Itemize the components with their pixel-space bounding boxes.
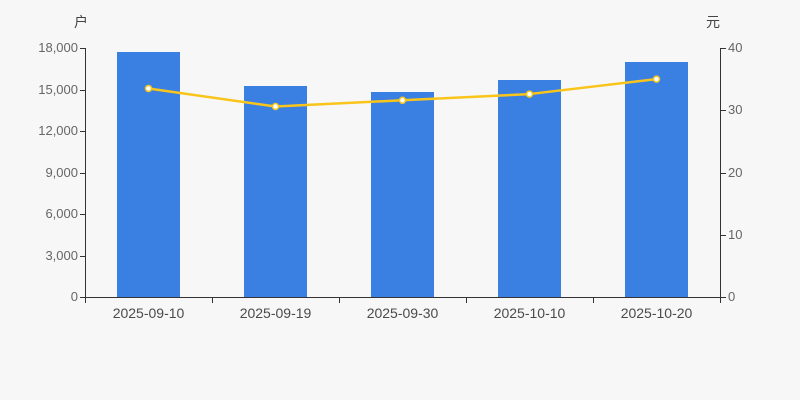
x-axis-category-label: 2025-10-20 (620, 305, 693, 321)
left-axis-tick-label: 12,000 (38, 123, 78, 138)
left-axis-tick-label: 0 (70, 289, 78, 304)
x-axis-category-label: 2025-09-10 (112, 305, 185, 321)
right-axis-tick-mark (721, 48, 726, 49)
right-axis-tick-mark (721, 234, 726, 236)
left-axis-tick-mark (80, 89, 85, 91)
left-axis-tick-label: 3,000 (45, 247, 78, 263)
line-point-2025-09-30 (398, 96, 407, 105)
x-axis-tick-mark (720, 298, 721, 303)
left-axis-tick-label: 9,000 (45, 164, 78, 180)
left-axis-tick-mark (80, 214, 85, 215)
line-point-2025-09-10 (144, 84, 153, 93)
right-axis-tick-label: 30 (728, 102, 743, 118)
left-axis-tick-mark (80, 131, 85, 132)
x-axis-tick-mark (593, 298, 594, 303)
right-axis-tick-mark (721, 297, 726, 298)
left-axis-tick-label: 18,000 (38, 40, 78, 55)
right-axis-tick-label: 40 (728, 40, 743, 55)
left-axis-tick-mark (80, 255, 85, 257)
bar-2025-10-10 (498, 79, 561, 297)
right-axis-tick-label: 20 (728, 164, 743, 180)
x-axis-tick-mark (85, 298, 86, 303)
x-axis-category-label: 2025-09-19 (239, 305, 312, 321)
left-axis-tick-mark (80, 48, 85, 49)
right-axis-line (720, 48, 721, 297)
right-axis-tick-mark (721, 172, 726, 174)
right-axis-tick-mark (721, 110, 726, 112)
left-axis-tick-mark (80, 297, 85, 298)
x-axis-category-label: 2025-09-30 (366, 305, 439, 321)
left-axis-unit-label: 户 (74, 14, 88, 30)
bar-2025-09-30 (371, 92, 434, 297)
line-point-2025-09-19 (271, 102, 280, 111)
left-axis-line (85, 48, 86, 297)
right-axis-tick-label: 0 (728, 289, 736, 304)
left-axis-tick-label: 15,000 (38, 81, 78, 97)
x-axis-line (85, 297, 721, 298)
x-axis-tick-mark (466, 298, 467, 303)
bar-2025-09-19 (244, 86, 307, 297)
left-axis-tick-label: 6,000 (45, 206, 78, 221)
right-axis-unit-label: 元 (706, 14, 720, 30)
x-axis-tick-mark (339, 298, 340, 303)
x-axis-category-label: 2025-10-10 (493, 305, 566, 321)
right-axis-tick-label: 10 (728, 226, 743, 242)
line-point-2025-10-10 (525, 90, 534, 98)
bar-2025-09-10 (117, 52, 180, 297)
bar-2025-10-20 (625, 61, 688, 297)
x-axis-tick-mark (212, 298, 213, 303)
left-axis-tick-mark (80, 172, 85, 174)
line-point-2025-10-20 (652, 75, 661, 83)
